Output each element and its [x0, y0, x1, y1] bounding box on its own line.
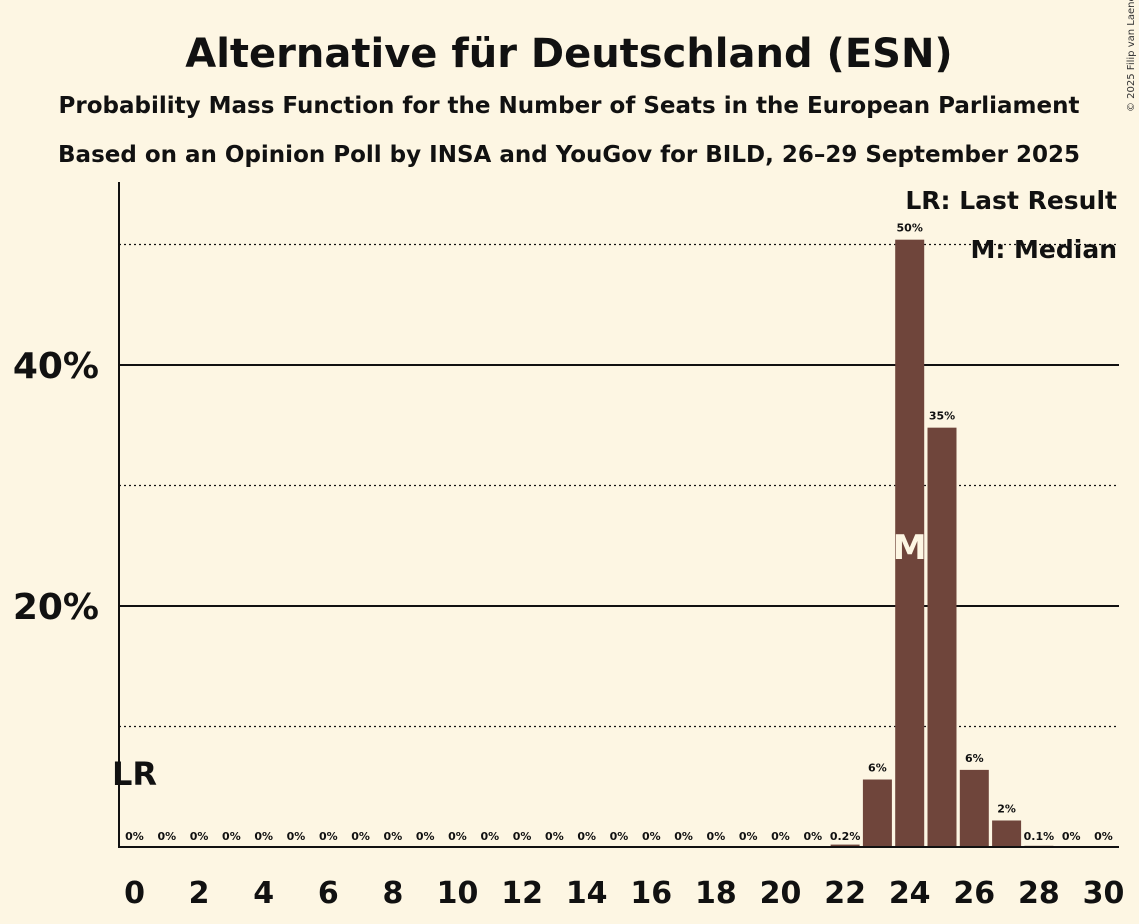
x-tick-label: 28	[1018, 876, 1060, 911]
bar-label-seats-10: 0%	[448, 830, 467, 843]
bar-label-seats-16: 0%	[642, 830, 661, 843]
bar-label-seats-28: 0.1%	[1024, 830, 1055, 843]
y-tick-labels: 20% 40%	[13, 346, 99, 628]
x-tick-label: 10	[437, 876, 479, 911]
bar-label-seats-11: 0%	[480, 830, 499, 843]
bar-label-seats-6: 0%	[319, 830, 338, 843]
bar-seats-23	[862, 779, 892, 847]
axes	[118, 182, 1119, 848]
bar-label-seats-9: 0%	[416, 830, 435, 843]
y-tick-label: 20%	[13, 587, 99, 628]
x-tick-label: 2	[189, 876, 210, 911]
legend-last-result: LR: Last Result	[905, 186, 1117, 215]
bar-label-seats-25: 35%	[929, 410, 955, 423]
bar-seats-25	[927, 427, 957, 847]
legend-median: M: Median	[970, 235, 1117, 264]
bar-label-seats-3: 0%	[222, 830, 241, 843]
bar-label-seats-13: 0%	[545, 830, 564, 843]
bar-label-seats-0: 0%	[125, 830, 144, 843]
x-tick-label: 4	[253, 876, 274, 911]
x-tick-label: 18	[695, 876, 737, 911]
bar-label-seats-24: 50%	[897, 222, 923, 235]
x-tick-label: 30	[1083, 876, 1125, 911]
bar-label-seats-26: 6%	[965, 752, 984, 765]
bar-label-seats-5: 0%	[287, 830, 306, 843]
x-tick-label: 6	[318, 876, 339, 911]
bar-seats-22	[830, 844, 860, 847]
x-tick-label: 16	[630, 876, 672, 911]
x-tick-label: 0	[124, 876, 145, 911]
bar-label-seats-30: 0%	[1094, 830, 1113, 843]
chart-subtitle-2: Based on an Opinion Poll by INSA and You…	[58, 142, 1080, 168]
chart-subtitle-1: Probability Mass Function for the Number…	[59, 93, 1080, 119]
x-tick-label: 22	[824, 876, 866, 911]
bar-label-seats-19: 0%	[739, 830, 758, 843]
bar-label-seats-20: 0%	[771, 830, 790, 843]
bar-label-seats-12: 0%	[513, 830, 532, 843]
x-tick-label: 14	[566, 876, 608, 911]
x-tick-label: 20	[760, 876, 802, 911]
bar-label-seats-17: 0%	[674, 830, 693, 843]
bar-label-seats-7: 0%	[351, 830, 370, 843]
bar-seats-26	[959, 769, 989, 847]
bar-label-seats-18: 0%	[707, 830, 726, 843]
gridlines	[119, 243, 1119, 728]
bar-label-seats-2: 0%	[190, 830, 209, 843]
bar-label-seats-27: 2%	[997, 802, 1016, 815]
x-tick-label: 12	[501, 876, 543, 911]
last-result-marker: LR	[112, 755, 157, 793]
copyright-text: © 2025 Filip van Laenen	[1126, 0, 1137, 112]
y-tick-label: 40%	[13, 346, 99, 387]
bars	[830, 239, 1054, 847]
bar-label-seats-15: 0%	[610, 830, 629, 843]
median-marker: M	[893, 528, 927, 568]
bar-label-seats-23: 6%	[868, 762, 887, 775]
bar-label-seats-1: 0%	[157, 830, 176, 843]
x-tick-label: 26	[953, 876, 995, 911]
bar-label-seats-21: 0%	[803, 830, 822, 843]
bar-labels: 0% 0% 0% 0% 0% 0% 0% 0% 0% 0% 0% 0% 0% 0% 0% 0% 0% 0% 0% 0%…	[125, 222, 1113, 843]
bar-label-seats-4: 0%	[254, 830, 273, 843]
chart-title: Alternative für Deutschland (ESN)	[185, 31, 952, 77]
x-tick-label: 24	[889, 876, 931, 911]
bar-seats-24	[895, 239, 925, 847]
bar-label-seats-29: 0%	[1062, 830, 1081, 843]
markers: LR M	[112, 528, 927, 793]
x-tick-labels: 0 2 4 6 8 10 12 14 16 18 20 22 24 26 28 30	[124, 876, 1124, 911]
bar-label-seats-22: 0.2%	[830, 830, 861, 843]
x-tick-label: 8	[382, 876, 403, 911]
bar-label-seats-14: 0%	[577, 830, 596, 843]
bar-label-seats-8: 0%	[384, 830, 403, 843]
bar-seats-27	[992, 820, 1022, 847]
